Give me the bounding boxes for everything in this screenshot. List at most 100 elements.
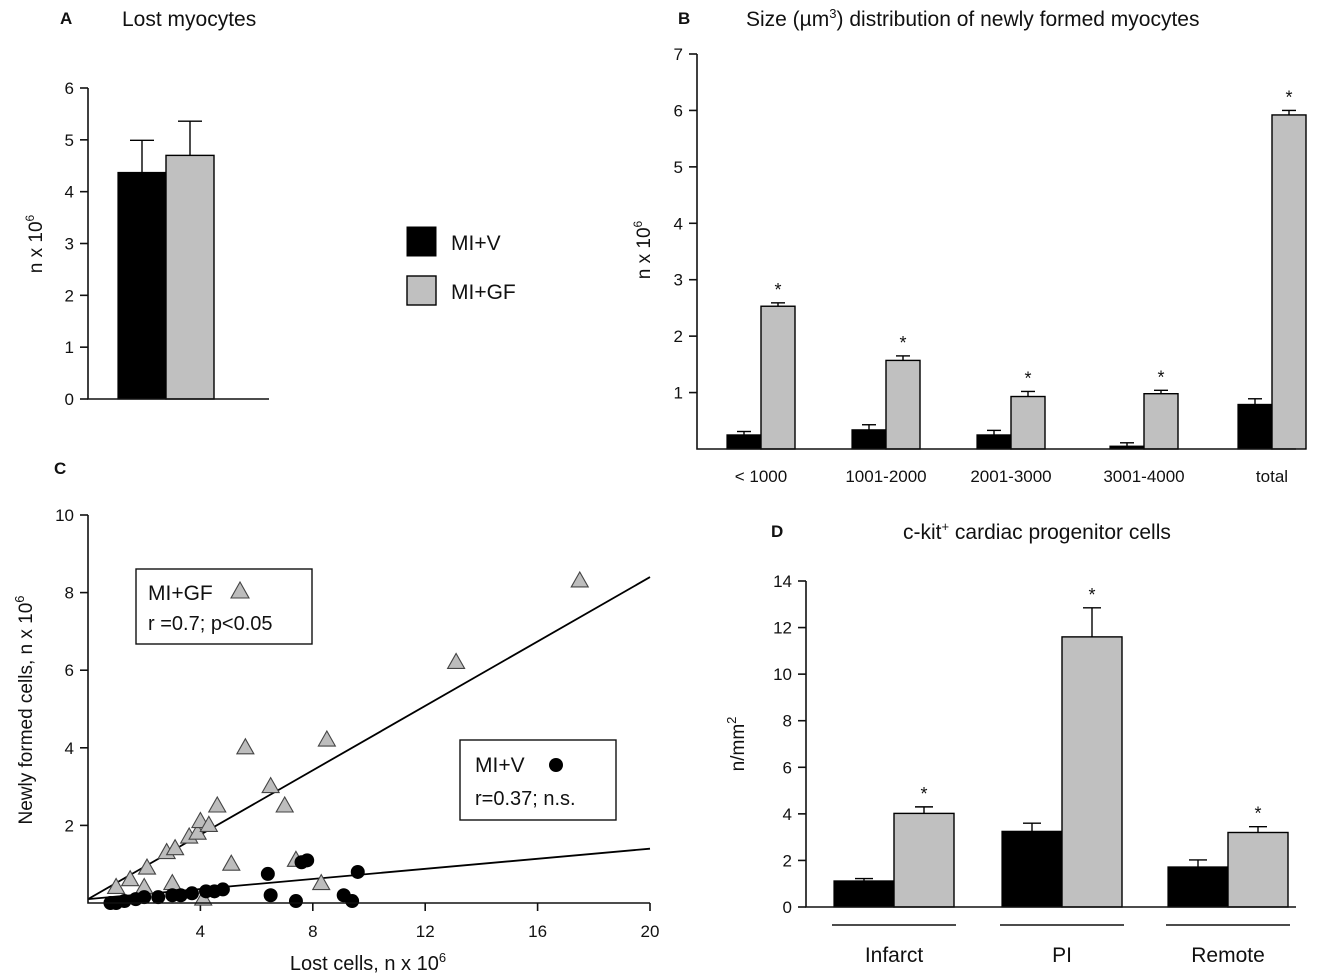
x-tick-label: 16: [528, 922, 547, 941]
significance-marker: *: [920, 784, 927, 804]
x-tick-label: 12: [416, 922, 435, 941]
y-tick-label: 6: [65, 79, 74, 98]
x-category-label: 1001-2000: [845, 467, 926, 486]
panel-d: D c-kit+ cardiac progenitor cells n/mm2 …: [724, 519, 1296, 967]
panel-a-y-ticks: 0 1 2 3 4 5 6: [65, 79, 88, 409]
mi-v-stat-box: [459, 739, 617, 821]
regression-line-mi-gf: [87, 576, 651, 900]
x-category-label: 2001-3000: [970, 467, 1051, 486]
scatter-point-mi-gf: [120, 869, 140, 887]
y-tick-label: 3: [65, 235, 74, 254]
bar-mi-gf: [1061, 636, 1123, 908]
scatter-point-mi-gf: [106, 877, 126, 895]
bar-mi-gf: [1010, 395, 1046, 450]
scatter-point-mi-gf: [137, 857, 157, 875]
x-tick-label: 8: [308, 922, 317, 941]
x-category-label: < 1000: [735, 467, 787, 486]
significance-marker: *: [899, 333, 906, 353]
bar-mi-gf: [1143, 393, 1179, 450]
scatter-point-mi-v: [173, 888, 188, 903]
panel-d-bars: * * *: [833, 585, 1289, 908]
bar-mi-v: [1167, 866, 1229, 908]
mi-v-box-stat: r=0.37; n.s.: [475, 788, 576, 810]
scatter-point-mi-gf: [446, 652, 466, 669]
panel-a-y-axis-label: n x 106: [23, 214, 47, 273]
scatter-point-mi-gf: [311, 873, 331, 891]
bar-mi-gf: [885, 359, 921, 450]
y-tick-label: 4: [65, 183, 74, 202]
x-tick-label: 4: [196, 922, 205, 941]
x-tick-label: 20: [641, 922, 660, 941]
mi-gf-box-marker: [230, 580, 250, 599]
panel-a-axes: [87, 88, 269, 400]
bar-mi-gf: [893, 812, 955, 908]
y-tick-label: 6: [65, 661, 74, 680]
y-tick-label: 4: [783, 805, 792, 824]
bar-mi-gf: [1271, 114, 1307, 450]
panel-b-y-ticks: 1 2 3 4 5 6 7: [674, 45, 697, 403]
bar-mi-gf: [165, 154, 215, 400]
scatter-point-mi-v: [117, 894, 132, 909]
scatter-point-mi-v: [184, 886, 199, 901]
y-tick-label: 1: [65, 338, 74, 357]
scatter-point-mi-v: [288, 894, 303, 909]
bar-mi-v: [726, 434, 762, 450]
mi-v-box-marker: [549, 758, 563, 772]
bar-mi-gf: [760, 305, 796, 450]
y-tick-label: 10: [55, 506, 74, 525]
scatter-point-mi-v: [300, 853, 315, 868]
x-category-label: Infarct: [865, 944, 924, 967]
scatter-point-mi-gf: [235, 737, 255, 755]
scatter-point-mi-v: [350, 864, 365, 879]
panel-b-title: Size (µm3) distribution of newly formed …: [746, 6, 1199, 31]
legend-swatch-mi-v: [406, 226, 437, 257]
y-tick-label: 1: [674, 384, 683, 403]
significance-marker: *: [774, 280, 781, 300]
y-tick-label: 2: [65, 286, 74, 305]
panel-d-x-ticks: Infarct PI Remote: [832, 924, 1290, 967]
significance-marker: *: [1024, 368, 1031, 388]
mi-gf-box-stat: r =0.7; p<0.05: [148, 613, 273, 635]
panel-b: B Size (µm3) distribution of newly forme…: [631, 6, 1307, 486]
panel-d-axes: [805, 581, 1296, 908]
panel-b-letter: B: [678, 9, 690, 28]
bar-mi-v: [1001, 830, 1063, 908]
panel-d-y-axis-label: n/mm2: [724, 717, 749, 772]
panel-a-bars: [117, 120, 215, 400]
y-tick-label: 2: [783, 851, 792, 870]
scatter-point-mi-v: [151, 890, 166, 905]
x-category-label: Remote: [1191, 944, 1265, 967]
bar-mi-v: [851, 429, 887, 450]
significance-marker: *: [1157, 367, 1164, 387]
scatter-point-mi-gf: [162, 873, 182, 891]
significance-marker: *: [1285, 87, 1292, 107]
panel-b-bars: * * * * *: [726, 87, 1307, 450]
panel-d-letter: D: [771, 522, 783, 541]
y-tick-label: 5: [674, 158, 683, 177]
panel-a-letter: A: [60, 9, 72, 28]
panel-d-y-ticks: 0 2 4 6 8 10 12 14: [773, 572, 806, 917]
y-tick-label: 2: [65, 816, 74, 835]
bar-mi-gf: [1227, 831, 1289, 908]
significance-marker: *: [1088, 585, 1095, 605]
scatter-point-mi-gf: [317, 729, 337, 747]
bar-mi-v: [1237, 403, 1273, 450]
scatter-point-mi-v: [215, 882, 230, 897]
legend: MI+V MI+GF: [406, 226, 516, 306]
panel-c-axes: [87, 515, 650, 904]
scatter-point-mi-v: [263, 888, 278, 903]
x-category-label: 3001-4000: [1103, 467, 1184, 486]
y-tick-label: 7: [674, 45, 683, 64]
mi-v-box-label: MI+V: [475, 754, 525, 777]
y-tick-label: 10: [773, 665, 792, 684]
panel-b-x-ticks: < 1000 1001-2000 2001-3000 3001-4000 total: [735, 467, 1288, 486]
panel-c-x-axis-label: Lost cells, n x 106: [290, 950, 446, 975]
panel-c: C Newly formed cells, n x 106 Lost cells…: [12, 459, 659, 975]
panel-c-letter: C: [54, 459, 66, 478]
panel-b-axes: [696, 54, 1296, 450]
bar-mi-v: [833, 880, 895, 908]
panel-c-x-ticks: 4 8 12 16 20: [196, 903, 660, 941]
mi-gf-stat-box: [135, 568, 313, 645]
significance-marker: *: [1254, 804, 1261, 824]
